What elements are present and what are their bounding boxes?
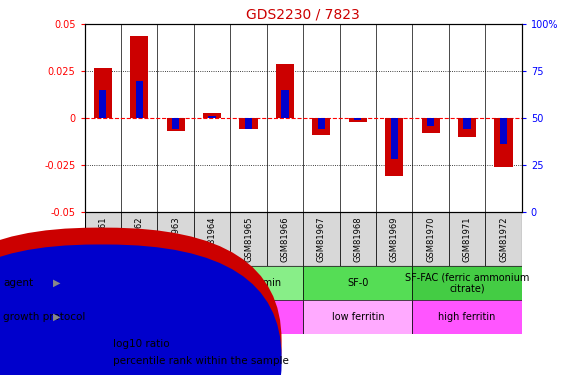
Text: GSM81965: GSM81965 bbox=[244, 216, 253, 262]
Text: SF-0: SF-0 bbox=[347, 278, 368, 288]
Text: GSM81962: GSM81962 bbox=[135, 216, 143, 262]
Text: low ferritin: low ferritin bbox=[113, 312, 166, 322]
Bar bbox=[427, 118, 434, 126]
Bar bbox=[99, 90, 106, 118]
Bar bbox=[312, 118, 331, 135]
Text: GSM81968: GSM81968 bbox=[353, 216, 362, 262]
Text: high ferritin: high ferritin bbox=[220, 312, 277, 322]
Bar bbox=[194, 212, 230, 266]
Text: percentile rank within the sample: percentile rank within the sample bbox=[113, 356, 289, 366]
Bar bbox=[85, 212, 121, 266]
Text: GSM81967: GSM81967 bbox=[317, 216, 326, 262]
Bar bbox=[194, 300, 303, 334]
Bar bbox=[282, 90, 289, 118]
Text: GSM81969: GSM81969 bbox=[390, 216, 399, 262]
Bar bbox=[130, 36, 148, 118]
Bar bbox=[412, 266, 522, 300]
Bar bbox=[412, 300, 522, 334]
Bar bbox=[303, 300, 412, 334]
Text: high ferritin: high ferritin bbox=[438, 312, 496, 322]
Text: GSM81970: GSM81970 bbox=[426, 216, 435, 262]
Bar bbox=[412, 212, 449, 266]
Text: GSM81971: GSM81971 bbox=[463, 216, 472, 262]
Text: growth protocol: growth protocol bbox=[3, 312, 85, 322]
Text: DMEM-FBS: DMEM-FBS bbox=[113, 278, 166, 288]
Title: GDS2230 / 7823: GDS2230 / 7823 bbox=[246, 8, 360, 22]
Bar bbox=[135, 81, 143, 118]
Bar bbox=[94, 68, 112, 118]
Text: ▶: ▶ bbox=[53, 278, 61, 288]
Bar bbox=[494, 118, 512, 167]
Bar bbox=[463, 118, 471, 129]
Bar bbox=[209, 116, 216, 118]
Bar bbox=[203, 112, 221, 118]
Bar bbox=[485, 212, 522, 266]
Text: low ferritin: low ferritin bbox=[332, 312, 384, 322]
Bar bbox=[167, 118, 185, 131]
Bar bbox=[230, 212, 266, 266]
Bar bbox=[121, 212, 157, 266]
Bar bbox=[500, 118, 507, 144]
Bar bbox=[276, 64, 294, 118]
Bar bbox=[422, 118, 440, 133]
Bar bbox=[303, 266, 412, 300]
Bar bbox=[449, 212, 485, 266]
Text: DMEM-Hemin: DMEM-Hemin bbox=[216, 278, 282, 288]
Bar bbox=[339, 212, 376, 266]
Bar bbox=[354, 118, 361, 120]
Text: GSM81964: GSM81964 bbox=[208, 216, 216, 262]
Text: agent: agent bbox=[3, 278, 33, 288]
Bar bbox=[85, 266, 194, 300]
Bar bbox=[157, 212, 194, 266]
Text: log10 ratio: log10 ratio bbox=[113, 339, 169, 349]
Bar bbox=[349, 118, 367, 122]
Bar bbox=[391, 118, 398, 159]
Bar bbox=[194, 266, 303, 300]
Text: SF-FAC (ferric ammonium
citrate): SF-FAC (ferric ammonium citrate) bbox=[405, 272, 529, 294]
Bar bbox=[172, 118, 180, 129]
Bar bbox=[303, 212, 339, 266]
Bar bbox=[376, 212, 412, 266]
Bar bbox=[266, 212, 303, 266]
Bar bbox=[245, 118, 252, 129]
Bar bbox=[85, 300, 194, 334]
Bar bbox=[458, 118, 476, 137]
Text: GSM81961: GSM81961 bbox=[99, 216, 107, 262]
Text: GSM81972: GSM81972 bbox=[499, 216, 508, 262]
Bar bbox=[385, 118, 403, 176]
Bar bbox=[318, 118, 325, 129]
Bar bbox=[240, 118, 258, 129]
Text: GSM81963: GSM81963 bbox=[171, 216, 180, 262]
Text: GSM81966: GSM81966 bbox=[280, 216, 289, 262]
Text: ▶: ▶ bbox=[53, 312, 61, 322]
